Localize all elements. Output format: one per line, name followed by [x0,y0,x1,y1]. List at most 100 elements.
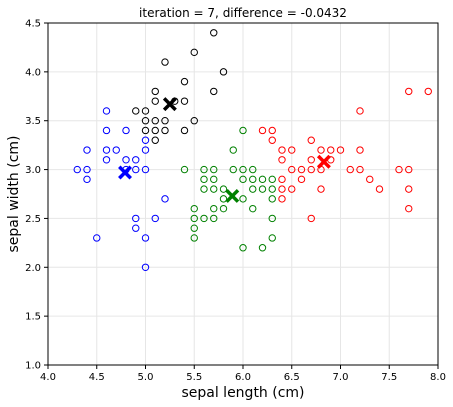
data-point [258,175,267,184]
centroid-stroke [162,97,177,112]
x-axis-ticks: 4.0 4.5 5.0 5.5 6.0 6.5 7.0 7.5 8.0 [40,365,446,383]
data-point [132,156,140,164]
x-tick-label: 5.5 [186,372,202,383]
data-point [219,185,228,193]
data-point [151,87,159,96]
data-point [190,117,198,125]
y-tick-label: 1.5 [25,312,41,323]
x-tick-label: 6.0 [235,372,251,383]
data-point [141,107,150,115]
data-point [161,126,169,135]
x-tick-label: 7.0 [333,372,349,383]
data-point [141,117,150,125]
data-point [268,185,276,193]
data-point [249,204,257,213]
data-point [278,146,286,154]
data-point [102,126,111,135]
data-point [258,126,267,135]
data-point [249,185,257,193]
data-point [132,214,140,223]
data-point [151,214,159,223]
data-point [317,146,325,154]
data-point [83,175,91,184]
data-point [190,214,198,223]
y-tick-label: 3.0 [25,165,41,176]
data-point [219,195,228,203]
y-axis-ticks: 1.0 1.5 2.0 2.5 3.0 3.5 4.0 4.5 [25,19,48,372]
data-point [141,136,150,144]
data-point [161,58,169,66]
data-point [73,165,81,174]
data-point [161,117,169,125]
data-point [141,234,150,242]
data-point [288,146,296,154]
data-point [210,29,218,37]
data-point [180,126,189,135]
data-point [268,214,276,223]
data-point [249,165,257,174]
x-tick-label: 5.0 [138,372,154,383]
x-tick-label: 6.5 [284,372,300,383]
data-point [83,146,91,154]
y-axis-label: sepal width (cm) [6,135,22,252]
data-point [268,126,276,135]
data-point [190,204,198,213]
data-point [190,224,198,232]
data-point [327,146,335,154]
data-point [210,214,218,223]
data-point [151,97,159,105]
data-point [141,263,150,271]
data-point [307,136,315,144]
centroid-x-marker [316,154,331,169]
data-point [356,146,364,154]
data-point [346,165,354,174]
data-point [249,175,257,184]
centroid-stroke [225,188,240,203]
x-tick-label: 7.5 [381,372,397,383]
data-points [73,29,432,271]
x-tick-label: 4.5 [89,372,105,383]
data-point [336,146,345,154]
centroid-markers [118,97,331,203]
data-point [268,175,276,184]
data-point [307,165,315,174]
centroid-stroke [118,165,132,180]
data-point [141,146,150,154]
data-point [307,214,315,223]
data-point [268,136,276,144]
data-point [151,136,159,144]
data-point [405,185,413,193]
data-point [93,234,101,242]
data-point [200,185,208,193]
data-point [239,244,247,252]
grid-lines [47,22,439,366]
data-point [102,107,111,115]
centroid-x-marker [118,165,132,180]
data-point [210,204,218,213]
data-point [278,156,286,164]
data-point [268,195,276,203]
y-tick-label: 2.0 [25,263,41,274]
data-point [219,204,228,213]
data-point [239,195,247,203]
data-point [288,185,296,193]
data-point [288,165,296,174]
data-point [132,224,140,232]
data-point [239,126,247,135]
data-point [405,165,413,174]
y-tick-label: 2.5 [25,214,41,225]
data-point [83,165,91,174]
data-point [297,165,306,174]
data-point [278,195,286,203]
data-point [229,165,237,174]
data-point [258,185,267,193]
x-tick-label: 8.0 [430,372,446,383]
data-point [258,244,267,252]
data-point [200,175,208,184]
data-point [278,175,286,184]
data-point [200,165,208,174]
data-point [317,185,325,193]
data-point [356,107,364,115]
data-point [200,214,208,223]
